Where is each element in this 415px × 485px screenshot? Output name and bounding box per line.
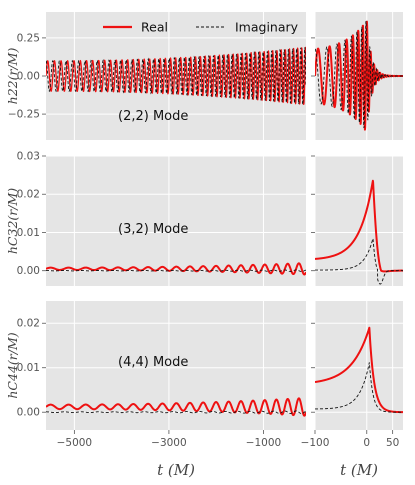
xlabel-right: t (M)	[340, 461, 378, 479]
series-imaginary	[46, 269, 306, 272]
panel-row3-left	[42, 301, 306, 430]
panels-group	[42, 12, 403, 430]
legend-label-real: Real	[141, 20, 168, 35]
series-imaginary	[46, 47, 306, 105]
ytick-label: 0.00	[17, 265, 40, 277]
curves	[315, 326, 403, 414]
xtick-label: −1000	[246, 437, 282, 449]
panel-row2-right	[311, 155, 403, 286]
curves	[46, 46, 306, 106]
series-imaginary	[46, 410, 306, 414]
mode-label: (4,4) Mode	[118, 355, 188, 370]
panel-row1-left	[42, 12, 306, 140]
legend: Real Imaginary	[103, 20, 299, 35]
ytick-label: 0.01	[17, 227, 40, 239]
ylabel: hC44(r/M)	[5, 332, 20, 398]
panel-row2-left	[42, 155, 306, 286]
panel-background	[315, 301, 403, 430]
panel-row3-right	[311, 301, 403, 430]
mode-label: (2,2) Mode	[118, 109, 188, 124]
series-imaginary	[315, 20, 403, 129]
xlabel-left: t (M)	[157, 461, 195, 479]
series-real	[46, 397, 306, 417]
panel-row1-right	[311, 12, 403, 140]
series-real	[46, 262, 306, 276]
xtick-label: −100	[301, 437, 330, 449]
ytick-label: 0.02	[17, 318, 40, 330]
panel-background	[46, 301, 306, 430]
legend-label-imaginary: Imaginary	[235, 20, 299, 35]
xtick-label: 50	[386, 437, 399, 449]
series-imaginary	[315, 362, 403, 413]
xtick-label: −5000	[57, 437, 93, 449]
ytick-label: 0.03	[17, 151, 40, 163]
series-real	[315, 326, 403, 414]
ytick-label: −0.25	[8, 109, 40, 121]
xtick-label: 0	[363, 437, 370, 449]
xtick-label: −3000	[151, 437, 187, 449]
curves	[46, 397, 306, 417]
ylabel: h22(r/M)	[5, 48, 20, 105]
series-real	[315, 20, 403, 131]
mode-label: (3,2) Mode	[118, 222, 188, 237]
curves	[315, 20, 403, 131]
series-real	[46, 46, 306, 106]
labels-group: 0.25 0.00 −0.25 (2,2) Mode h22(r/M) 0.03 0.02 0…	[5, 32, 399, 479]
ytick-label: 0.00	[17, 71, 40, 83]
curves	[46, 262, 306, 276]
ytick-label: 0.00	[17, 407, 40, 419]
curves	[315, 179, 403, 285]
panel-background	[46, 156, 306, 286]
ytick-label: 0.02	[17, 189, 40, 201]
ytick-label: 0.25	[17, 32, 40, 44]
series-imaginary	[315, 236, 403, 285]
ylabel: hC32(r/M)	[5, 188, 20, 254]
panel-background	[315, 156, 403, 286]
ytick-label: 0.01	[17, 362, 40, 374]
